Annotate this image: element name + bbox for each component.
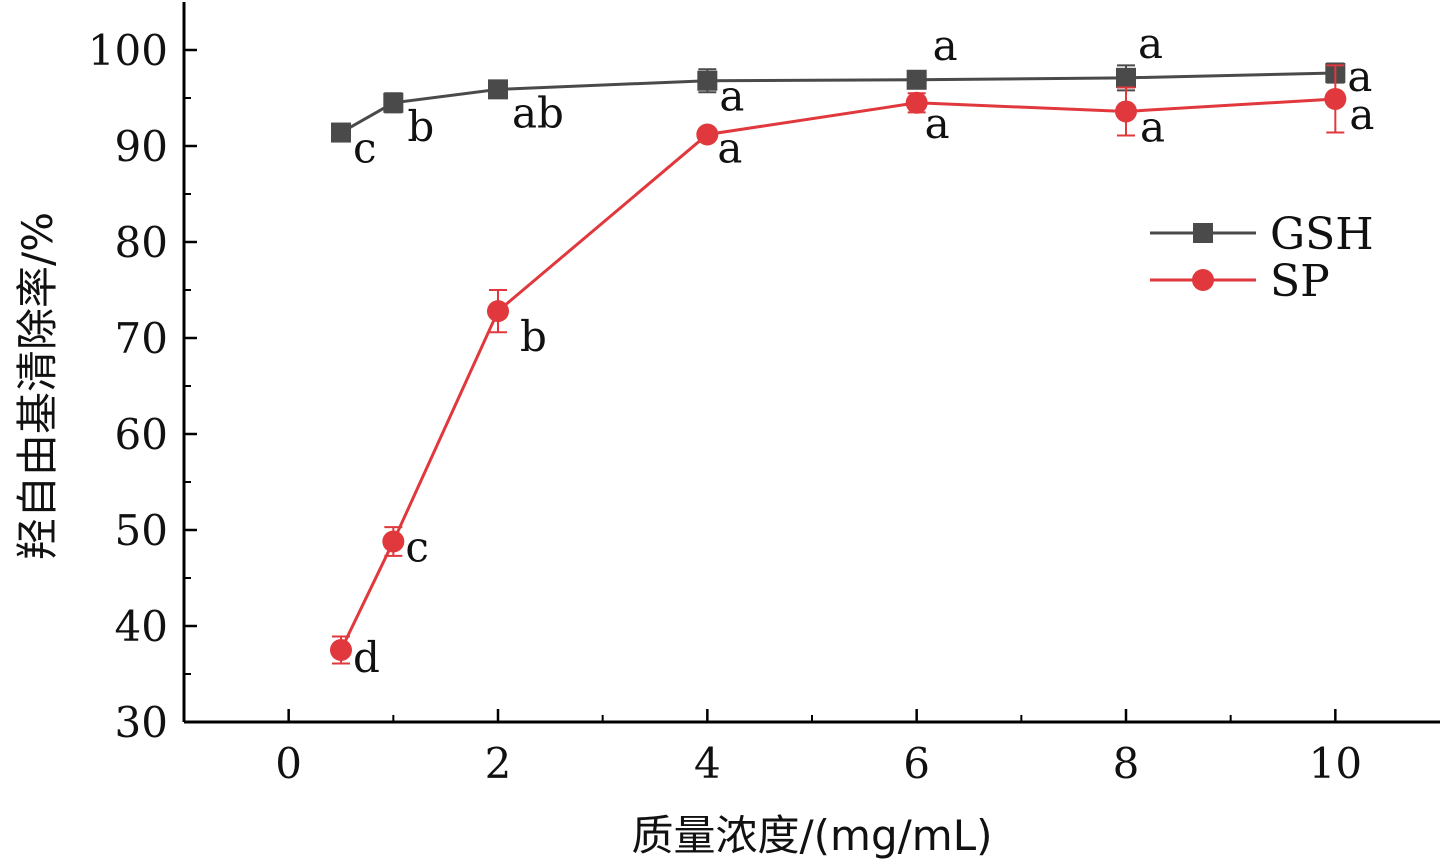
series-layer: [330, 62, 1347, 665]
significance-label: d: [353, 633, 380, 682]
data-point-circle: [330, 639, 352, 661]
legend-swatch-circle: [1192, 269, 1214, 291]
data-point-circle: [382, 530, 405, 553]
significance-label: a: [719, 72, 744, 121]
data-point-square: [906, 69, 927, 90]
y-tick-label: 50: [115, 506, 168, 555]
data-point-square: [697, 70, 718, 91]
data-point-square: [1116, 67, 1136, 88]
data-point-circle: [696, 123, 719, 146]
data-point-circle: [1324, 87, 1347, 110]
y-tick-label: 90: [115, 122, 168, 171]
significance-label: ab: [512, 88, 564, 137]
y-axis-title: 羟自由基清除率/%: [13, 212, 62, 560]
data-point-circle: [905, 91, 928, 114]
legend-label: GSH: [1270, 209, 1374, 260]
significance-label: a: [933, 21, 958, 70]
data-point-square: [488, 79, 508, 100]
legend-item-gsh: GSH: [1150, 209, 1374, 260]
x-tick-label: 10: [1309, 739, 1362, 788]
ticks: 0 2 4 6 8 10 30 40 50 60 70 80 90 100: [88, 26, 1362, 788]
y-tick-label: 60: [115, 410, 168, 459]
y-tick-label: 100: [88, 26, 168, 75]
series-gsh: [331, 62, 1346, 143]
y-tick-label: 70: [115, 314, 168, 363]
data-point-circle: [1115, 100, 1137, 123]
legend-swatch-square: [1193, 223, 1213, 243]
y-tick-label: 40: [115, 602, 168, 651]
legend-label: SP: [1270, 256, 1330, 307]
x-tick-label: 4: [694, 739, 721, 788]
legend-item-sp: SP: [1150, 256, 1330, 307]
significance-label: a: [1349, 90, 1374, 139]
significance-label: b: [407, 102, 434, 151]
data-point-square: [331, 122, 351, 143]
series-line: [339, 97, 1336, 651]
data-point-circle: [487, 300, 509, 323]
series-sp: [330, 64, 1347, 665]
y-tick-label: 30: [115, 698, 168, 747]
x-axis-title: 质量浓度/(mg/mL): [632, 811, 993, 860]
significance-label: a: [1140, 102, 1165, 151]
significance-label: c: [405, 523, 429, 572]
data-point-square: [383, 92, 404, 113]
significance-label: a: [925, 99, 950, 148]
significance-label: a: [1347, 52, 1372, 101]
x-tick-label: 0: [275, 739, 302, 788]
x-tick-label: 6: [903, 739, 930, 788]
x-tick-label: 8: [1113, 739, 1140, 788]
axes: [182, 2, 1440, 724]
significance-label: c: [353, 124, 377, 173]
y-tick-label: 80: [115, 218, 168, 267]
significance-label: a: [717, 123, 742, 172]
x-tick-label: 2: [485, 739, 512, 788]
significance-label: b: [520, 312, 547, 361]
significance-label: a: [1138, 19, 1163, 68]
